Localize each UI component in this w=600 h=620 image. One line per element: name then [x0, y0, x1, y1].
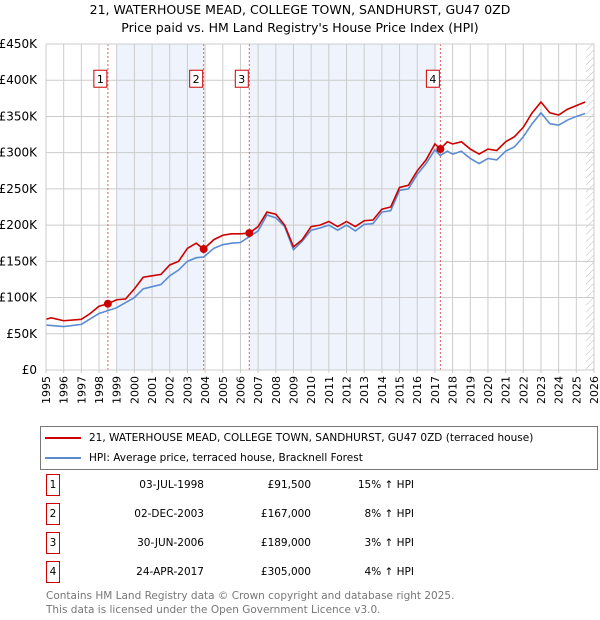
x-tick-label: 2000 — [128, 376, 141, 404]
forecast-hatch — [586, 44, 594, 370]
x-tick-label: 2010 — [305, 376, 318, 404]
x-tick-label: 1999 — [111, 376, 124, 404]
x-tick-label: 2014 — [376, 376, 389, 404]
x-tick-label: 2022 — [517, 376, 530, 404]
x-tick-label: 2011 — [323, 376, 336, 404]
footer-copyright: Contains HM Land Registry data © Crown c… — [46, 590, 455, 602]
shaded-period — [116, 44, 204, 370]
x-tick-label: 2019 — [464, 376, 477, 404]
x-tick-label: 2004 — [199, 376, 212, 404]
legend-item-property: 21, WATERHOUSE MEAD, COLLEGE TOWN, SANDH… — [45, 429, 533, 447]
sale-marker-number: 1 — [46, 474, 60, 496]
y-tick-label: £200K — [0, 218, 38, 232]
sale-label-box — [425, 69, 440, 88]
x-tick-label: 2007 — [252, 376, 265, 404]
transaction-row: 2 02-DEC-2003 £167,000 8% ↑ HPI — [46, 503, 446, 527]
sale-price: £167,000 — [260, 508, 311, 520]
y-tick-label: £100K — [0, 291, 38, 305]
x-tick-label: 2017 — [429, 376, 442, 404]
y-tick-label: £300K — [0, 146, 38, 160]
y-tick-label: £350K — [0, 109, 38, 123]
sale-marker-number: 4 — [46, 561, 60, 583]
sale-point — [103, 299, 112, 308]
x-tick-label: 2012 — [341, 376, 354, 404]
hpi-line — [45, 111, 586, 328]
sale-marker-number: 2 — [46, 503, 60, 525]
transaction-row: 4 24-APR-2017 £305,000 4% ↑ HPI — [46, 561, 446, 585]
sale-label: 4 — [429, 73, 436, 86]
sale-marker-number: 3 — [46, 532, 60, 554]
legend-swatch — [45, 437, 81, 439]
y-tick-label: £0 — [22, 363, 37, 377]
sale-price: £189,000 — [260, 537, 311, 549]
hpi-change: 15% ↑ HPI — [357, 479, 414, 491]
x-tick-label: 2021 — [500, 376, 513, 404]
x-tick-label: 1996 — [58, 376, 71, 404]
sale-label-box — [234, 69, 249, 88]
x-tick-label: 2016 — [411, 376, 424, 404]
sale-date: 02-DEC-2003 — [134, 508, 204, 520]
hpi-change: 8% ↑ HPI — [364, 508, 414, 520]
sale-label-box — [93, 69, 108, 88]
property-price-line — [45, 100, 586, 322]
sale-label: 3 — [238, 73, 245, 86]
sale-date: 03-JUL-1998 — [139, 479, 204, 491]
sale-label: 2 — [193, 73, 200, 86]
y-tick-label: £450K — [0, 37, 38, 51]
x-tick-label: 1998 — [93, 376, 106, 404]
legend-label: HPI: Average price, terraced house, Brac… — [89, 452, 363, 464]
y-tick-label: £150K — [0, 254, 38, 268]
y-tick-label: £250K — [0, 182, 38, 196]
x-tick-label: 2024 — [553, 376, 566, 404]
sale-price: £305,000 — [260, 566, 311, 578]
transaction-row: 3 30-JUN-2006 £189,000 3% ↑ HPI — [46, 532, 446, 556]
price-chart: 1995 1996 1997 1998 1999 2000 2001 2002 2003 2004… — [0, 37, 600, 404]
x-tick-label: 2008 — [270, 376, 283, 404]
x-tick-label: 2023 — [535, 376, 548, 404]
sale-label: 1 — [97, 73, 104, 86]
x-tick-label: 2026 — [588, 376, 600, 404]
x-tick-label: 1995 — [40, 376, 53, 404]
x-tick-label: 2003 — [181, 376, 194, 404]
plot-border — [45, 43, 595, 371]
legend-swatch — [45, 457, 81, 459]
x-tick-label: 1997 — [75, 376, 88, 404]
hpi-change: 3% ↑ HPI — [364, 537, 414, 549]
x-tick-label: 2015 — [394, 376, 407, 404]
legend: 21, WATERHOUSE MEAD, COLLEGE TOWN, SANDH… — [40, 426, 598, 470]
sale-date: 30-JUN-2006 — [137, 537, 204, 549]
x-tick-label: 2013 — [358, 376, 371, 404]
sale-point — [199, 245, 208, 254]
legend-label: 21, WATERHOUSE MEAD, COLLEGE TOWN, SANDH… — [89, 432, 534, 444]
legend-item-hpi: HPI: Average price, terraced house, Brac… — [45, 449, 363, 467]
x-tick-label: 2020 — [482, 376, 495, 404]
x-tick-label: 2005 — [217, 376, 230, 404]
x-tick-label: 2018 — [447, 376, 460, 404]
chart-subtitle: Price paid vs. HM Land Registry's House … — [121, 20, 479, 35]
transaction-row: 1 03-JUL-1998 £91,500 15% ↑ HPI — [46, 474, 446, 498]
hpi-change: 4% ↑ HPI — [364, 566, 414, 578]
y-tick-label: £400K — [0, 73, 38, 87]
sale-date: 24-APR-2017 — [136, 566, 204, 578]
sale-point — [436, 145, 445, 154]
sale-point — [245, 229, 254, 238]
x-tick-label: 2009 — [287, 376, 300, 404]
footer-licence: This data is licensed under the Open Gov… — [46, 604, 381, 616]
x-tick-label: 2025 — [570, 376, 583, 404]
x-tick-label: 2006 — [234, 376, 247, 404]
sale-label-box — [189, 69, 204, 88]
shaded-period — [249, 44, 437, 370]
sale-price: £91,500 — [267, 479, 311, 491]
chart-title: 21, WATERHOUSE MEAD, COLLEGE TOWN, SANDH… — [89, 2, 511, 17]
x-tick-label: 2002 — [164, 376, 177, 404]
x-tick-label: 2001 — [146, 376, 159, 404]
y-tick-label: £50K — [6, 327, 38, 341]
